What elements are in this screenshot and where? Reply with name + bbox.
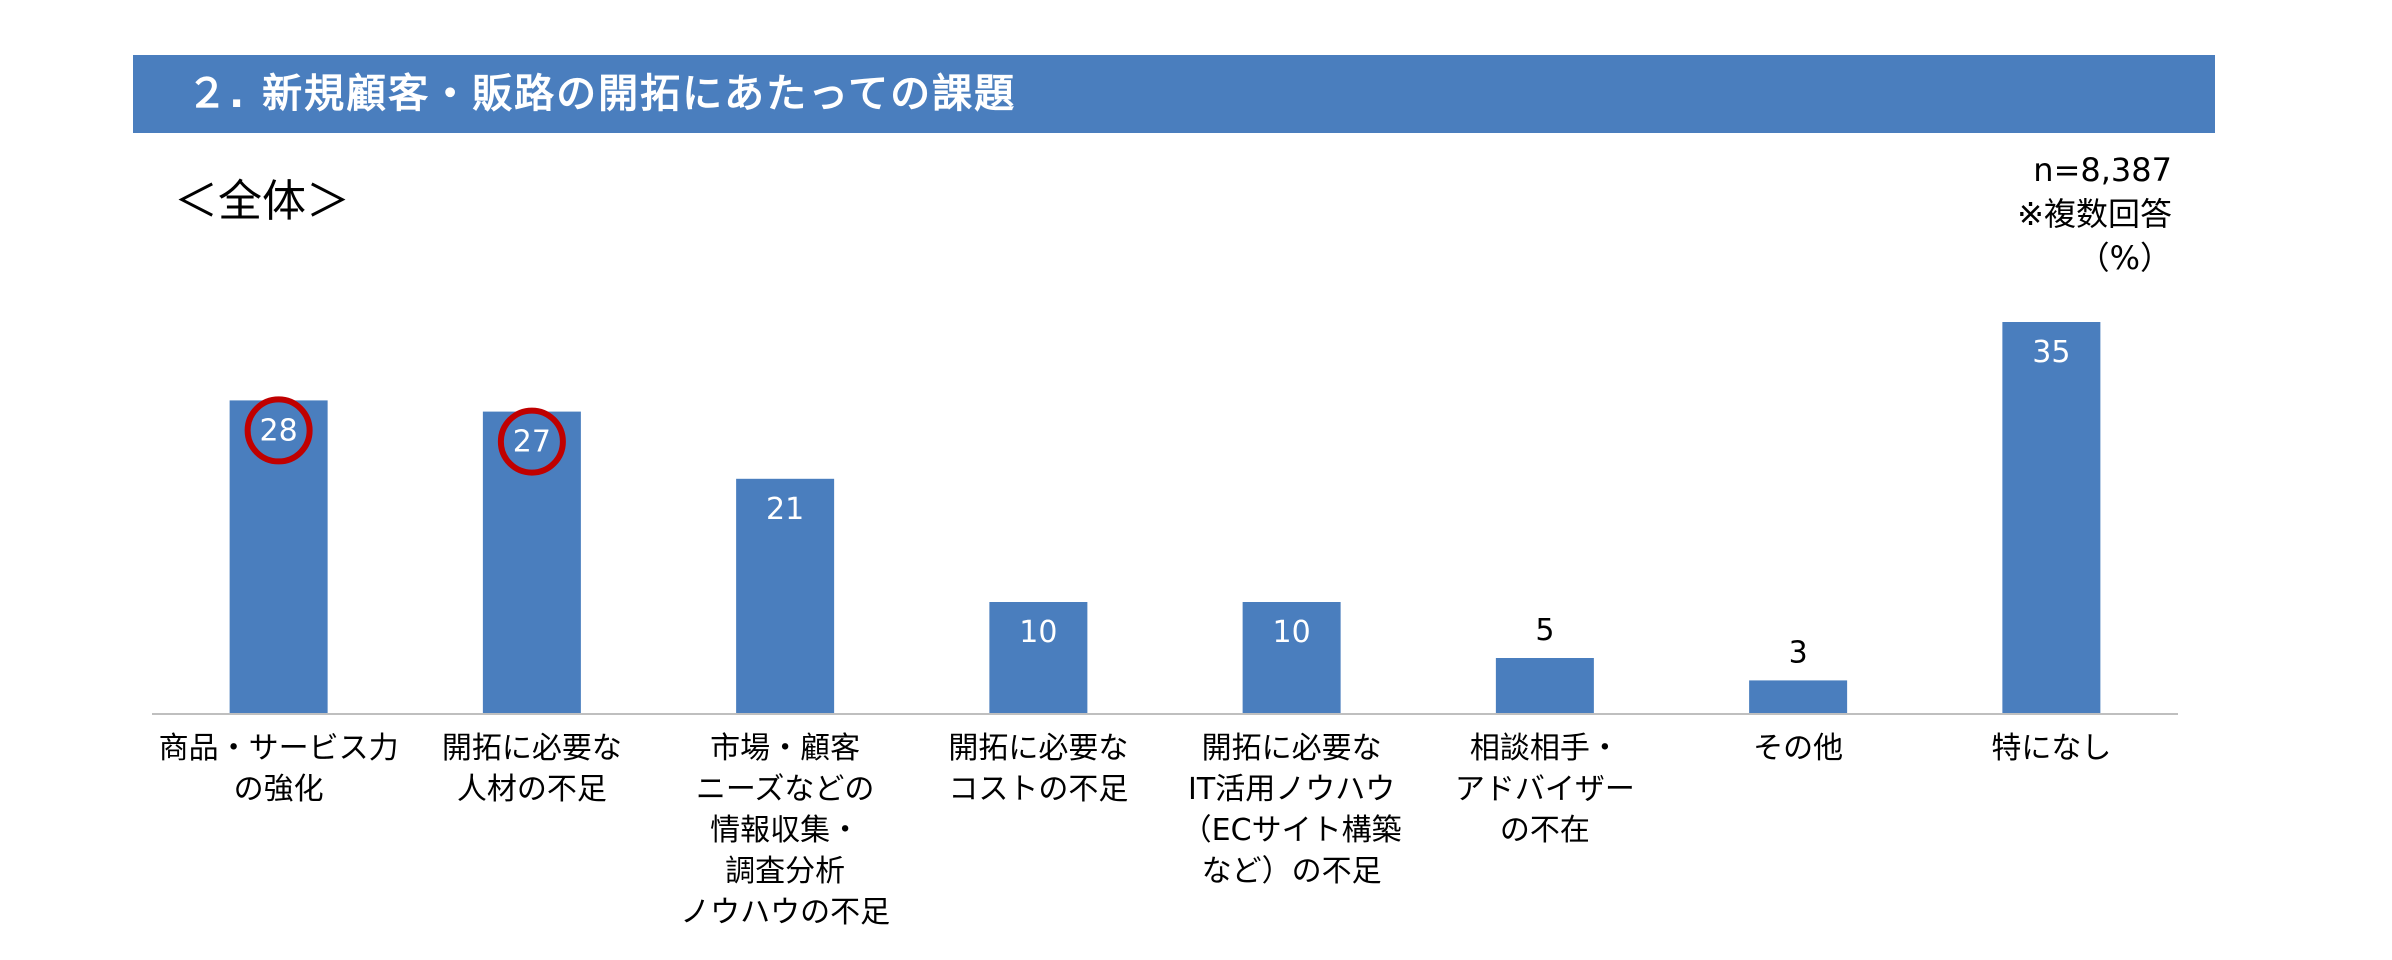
data-label-8: 35 xyxy=(2032,335,2070,370)
bar-8 xyxy=(2002,322,2101,714)
category-label-1: 商品・サービス力の強化 xyxy=(159,731,399,807)
data-label-7: 3 xyxy=(1789,635,1808,670)
highlight-circle-2 xyxy=(497,407,566,476)
chart-meta: n=8,387 ※複数回答 （%） xyxy=(2017,148,2172,280)
chart-subtitle: ＜全体＞ xyxy=(174,176,350,227)
category-label-7: その他 xyxy=(1753,731,1843,766)
category-label-6: 相談相手・アドバイザーの不在 xyxy=(1455,731,1635,848)
data-label-4: 10 xyxy=(1019,615,1057,650)
sample-size: n=8,387 xyxy=(2033,151,2172,189)
bar-2 xyxy=(482,411,581,714)
data-label-2: 27 xyxy=(513,425,551,460)
data-label-5: 10 xyxy=(1273,615,1311,650)
data-label-1: 28 xyxy=(260,413,298,448)
unit-label: （%） xyxy=(2077,239,2172,277)
category-label-5: 開拓に必要な IT活用ノウハウ（ECサイト構築など）の不足 xyxy=(1182,731,1402,889)
category-label-3: 市場・顧客ニーズなどの情報収集・調査分析ノウハウの不足 xyxy=(680,731,890,930)
bar-3 xyxy=(736,478,835,714)
bar-5 xyxy=(1242,602,1341,714)
bar-4 xyxy=(989,602,1088,714)
highlight-circle-1 xyxy=(244,396,313,465)
answer-note: ※複数回答 xyxy=(2017,195,2172,233)
category-label-2: 開拓に必要な人材の不足 xyxy=(442,731,622,807)
bar-7 xyxy=(1749,680,1848,714)
bar-6 xyxy=(1495,658,1594,714)
page-title: ２. 新規顧客・販路の開拓にあたっての課題 xyxy=(187,71,1017,117)
header-bar: ２. 新規顧客・販路の開拓にあたっての課題 xyxy=(133,55,2215,133)
data-label-6: 5 xyxy=(1535,613,1554,648)
category-label-4: 開拓に必要なコストの不足 xyxy=(948,731,1128,807)
category-label-8: 特になし xyxy=(1991,731,2111,766)
data-label-3: 21 xyxy=(766,492,804,527)
bar-1 xyxy=(229,400,328,714)
